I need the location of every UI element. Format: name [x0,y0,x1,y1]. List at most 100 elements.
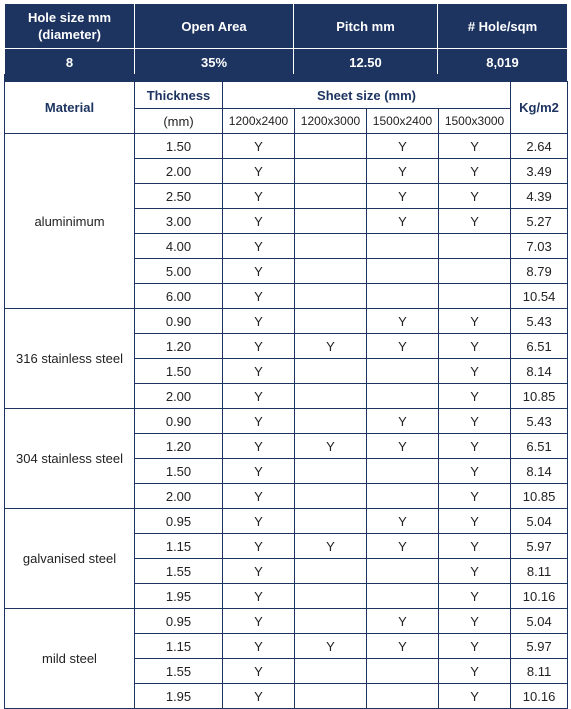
sheet-availability-cell [294,558,367,584]
table-row: 2.00 Y Y 10.85 [5,383,569,409]
table-row: aluminimum 1.50 Y Y Y 2.64 [4,133,569,309]
sheet-availability-cell: Y [222,558,295,584]
sheet-availability-cell: Y [222,683,295,709]
thickness-cell: 2.00 [134,383,223,409]
sheet-availability-cell: Y [222,183,295,209]
thickness-cell: 6.00 [134,283,223,309]
table-body: aluminimum 1.50 Y Y Y 2.64 2.00 Y Y Y 3.49 2.50 Y Y Y 4… [4,133,569,709]
material-name: aluminimum [4,133,135,309]
sheet-availability-cell: Y [366,333,439,359]
sheet-availability-cell [366,683,439,709]
sheet-availability-cell: Y [366,508,439,534]
weight-cell: 10.54 [510,283,569,309]
weight-cell: 5.43 [510,308,569,334]
table-row: 2.00 Y Y Y 3.49 [5,158,569,184]
sheet-availability-cell: Y [222,483,295,509]
sheet-availability-cell: Y [222,533,295,559]
table-row: galvanised steel 0.95 Y Y Y 5.04 [4,508,569,609]
thickness-cell: 4.00 [134,233,223,259]
sheet-availability-cell: Y [294,533,367,559]
sheet-availability-cell: Y [222,208,295,234]
weight-cell: 4.39 [510,183,569,209]
table-row: 1.50 Y Y 8.14 [5,458,569,484]
sheet-availability-cell: Y [366,183,439,209]
sheet-availability-cell [366,458,439,484]
weight-cell: 10.16 [510,583,569,609]
summary-value-pitch: 12.50 [293,48,438,76]
sheet-availability-cell [366,358,439,384]
header-sheet-1500x3000: 1500x3000 [437,108,512,134]
weight-cell: 5.43 [510,408,569,434]
summary-value-holes-per-sqm: 8,019 [437,48,568,76]
weight-cell: 5.97 [510,633,569,659]
sheet-availability-cell: Y [222,433,295,459]
sheet-availability-cell [294,258,367,284]
sheet-availability-cell: Y [222,658,295,684]
sheet-availability-cell: Y [437,658,512,684]
sheet-availability-cell: Y [294,633,367,659]
thickness-cell: 2.50 [134,183,223,209]
sheet-availability-cell [294,508,367,534]
table-row: 1.20 Y Y Y Y 6.51 [5,333,569,359]
summary-value-hole-size: 8 [4,48,135,76]
sheet-availability-cell: Y [437,533,512,559]
summary-header-hole-size: Hole size mm (diameter) [4,3,135,49]
weight-cell: 10.16 [510,683,569,709]
sheet-availability-cell [294,408,367,434]
sheet-availability-cell: Y [437,383,512,409]
summary-header-row: Hole size mm (diameter) Open Area Pitch … [4,3,568,49]
header-kg-m2: Kg/m2 [510,81,569,134]
thickness-cell: 1.95 [134,683,223,709]
table-row: 3.00 Y Y Y 5.27 [5,208,569,234]
material-name: mild steel [4,608,135,709]
sheet-availability-cell [294,158,367,184]
sheet-availability-cell: Y [366,133,439,159]
sheet-availability-cell [294,358,367,384]
table-row: 4.00 Y 7.03 [5,233,569,259]
thickness-cell: 0.95 [134,508,223,534]
summary-value-open-area: 35% [134,48,294,76]
sheet-availability-cell: Y [437,208,512,234]
weight-cell: 2.64 [510,133,569,159]
table-row: 5.00 Y 8.79 [5,258,569,284]
sheet-availability-cell: Y [222,633,295,659]
table-row: 1.15 Y Y Y Y 5.97 [5,533,569,559]
thickness-cell: 1.50 [134,133,223,159]
header-sheet-size: Sheet size (mm) [221,81,512,109]
material-name: 316 stainless steel [4,308,135,409]
thickness-cell: 1.55 [134,558,223,584]
summary-table: Hole size mm (diameter) Open Area Pitch … [4,3,568,76]
material-name: 304 stainless steel [4,408,135,509]
weight-cell: 8.14 [510,358,569,384]
table-subheader-row: (mm) 1200x2400 1200x3000 1500x2400 1500x… [5,108,568,134]
sheet-availability-cell: Y [366,533,439,559]
thickness-cell: 1.20 [134,333,223,359]
thickness-cell: 1.20 [134,433,223,459]
sheet-availability-cell: Y [222,458,295,484]
table-row: 1.20 Y Y Y Y 6.51 [5,433,569,459]
weight-cell: 5.27 [510,208,569,234]
sheet-availability-cell: Y [294,433,367,459]
sheet-availability-cell [294,183,367,209]
sheet-availability-cell: Y [294,333,367,359]
sheet-availability-cell [437,258,512,284]
sheet-availability-cell: Y [437,183,512,209]
table-row: mild steel 0.95 Y Y Y 5.04 [4,608,569,709]
weight-cell: 8.11 [510,558,569,584]
sheet-availability-cell: Y [437,133,512,159]
table-row: 1.55 Y Y 8.11 [5,558,569,584]
weight-cell: 6.51 [510,433,569,459]
sheet-availability-cell: Y [437,483,512,509]
sheet-availability-cell: Y [437,558,512,584]
header-material: Material [4,81,135,134]
sheet-availability-cell [366,258,439,284]
header-sheet-1200x2400: 1200x2400 [222,108,295,134]
summary-header-open-area: Open Area [134,3,294,49]
sheet-availability-cell: Y [437,608,512,634]
header-thickness-unit: (mm) [134,108,223,134]
sheet-availability-cell: Y [437,408,512,434]
sheet-availability-cell: Y [366,308,439,334]
sheet-availability-cell [366,658,439,684]
sheet-availability-cell: Y [437,308,512,334]
sheet-availability-cell: Y [222,583,295,609]
